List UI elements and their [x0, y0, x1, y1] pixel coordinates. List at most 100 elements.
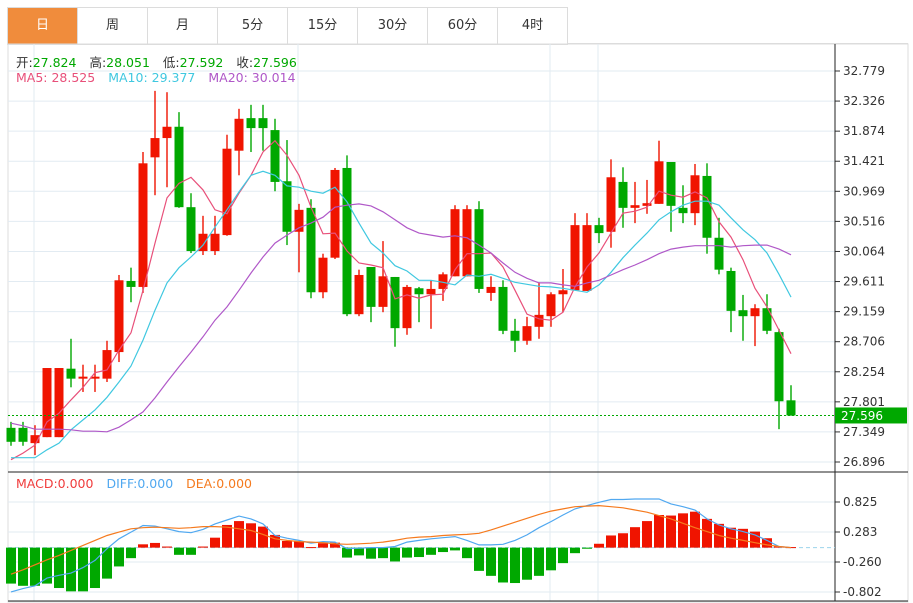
candle [522, 316, 532, 345]
candle [270, 118, 280, 192]
candle-body [6, 427, 16, 442]
candle-body [654, 161, 664, 204]
candle [474, 201, 484, 293]
candle-body [78, 376, 88, 379]
candle-body [726, 270, 736, 311]
macd-bar [42, 547, 52, 584]
macd-tick-label: -0.260 [843, 555, 882, 569]
candle-body [738, 310, 748, 317]
candle [462, 205, 472, 277]
price-tick-label: 29.159 [843, 305, 885, 319]
tab-5[interactable]: 30分 [358, 8, 428, 44]
macd-bar [498, 547, 508, 583]
candle [234, 108, 244, 176]
price-tick-label: 28.706 [843, 335, 885, 349]
ma20-line [10, 203, 792, 433]
candle [546, 292, 556, 327]
candle-body [126, 280, 136, 287]
candle-body [462, 209, 472, 277]
macd-bar [594, 543, 604, 548]
candle-body [522, 326, 532, 341]
candle-body [18, 427, 28, 442]
candle [42, 368, 52, 438]
macd-tick-label: -0.802 [843, 585, 882, 599]
candle [258, 104, 268, 151]
candle [282, 140, 292, 246]
tab-7[interactable]: 4时 [498, 8, 568, 44]
macd-bar [450, 547, 460, 551]
candle [486, 276, 496, 301]
dea-line [10, 504, 792, 575]
tab-3[interactable]: 5分 [218, 8, 288, 44]
candle [558, 268, 568, 313]
macd-bar [354, 547, 364, 556]
candle [390, 276, 400, 347]
candle-body [198, 233, 208, 252]
ma5-legend: MA5: 28.525 [16, 70, 96, 85]
candle-body [594, 225, 604, 234]
candle-body [270, 130, 280, 182]
candle-body [210, 233, 220, 252]
candle [198, 215, 208, 256]
tab-6[interactable]: 60分 [428, 8, 498, 44]
price-tick-label: 26.896 [843, 455, 885, 469]
candle [738, 294, 748, 341]
candle [66, 338, 76, 388]
macd-bar [246, 523, 256, 548]
macd-bar [402, 547, 412, 558]
candle-body [510, 330, 520, 341]
macd-bar [618, 533, 628, 548]
macd-bar [690, 511, 700, 548]
candle-body [618, 181, 628, 208]
candle-body [414, 288, 424, 295]
tab-0[interactable]: 日 [8, 8, 78, 44]
candle-body [366, 266, 376, 307]
macd-bar [474, 547, 484, 571]
candle-body [282, 181, 292, 232]
open-label: 开: [16, 55, 33, 70]
tab-2[interactable]: 月 [148, 8, 218, 44]
price-tick-label: 30.969 [843, 184, 885, 198]
candle [426, 280, 436, 329]
candle [498, 280, 508, 335]
macd-bar [54, 547, 64, 589]
candle-body [678, 207, 688, 214]
candle [138, 152, 148, 293]
candle [594, 217, 604, 244]
candle-body [774, 332, 784, 402]
macd-bar [18, 547, 28, 586]
macd-bar [606, 535, 616, 548]
tab-1[interactable]: 周 [78, 8, 148, 44]
candle-body [714, 237, 724, 270]
candle-body [294, 209, 304, 232]
candle-body [690, 175, 700, 214]
candle-body [174, 126, 184, 208]
candle-body [54, 368, 64, 438]
candle [30, 425, 40, 456]
macd-bar [282, 540, 292, 548]
macd-bar [114, 547, 124, 567]
candle-body [402, 286, 412, 329]
macd-bar [654, 514, 664, 548]
candle-body [642, 203, 652, 206]
macd-bar [270, 534, 280, 548]
price-tick-label: 27.349 [843, 425, 885, 439]
macd-bar [66, 547, 76, 592]
candle-body [162, 126, 172, 139]
macd-bar [234, 521, 244, 548]
macd-bar [486, 547, 496, 576]
tab-4[interactable]: 15分 [288, 8, 358, 44]
macd-bar [210, 537, 220, 548]
ma10-line [11, 170, 792, 459]
candle-body [30, 435, 40, 444]
macd-bar [318, 543, 328, 548]
candle-body [42, 368, 52, 438]
candle [330, 167, 340, 260]
candle [102, 340, 112, 382]
macd-bar [534, 547, 544, 576]
macd-bar [330, 542, 340, 548]
candle-body [486, 286, 496, 293]
macd-bar [666, 515, 676, 548]
macd-bar [762, 538, 772, 548]
candle [606, 159, 616, 248]
